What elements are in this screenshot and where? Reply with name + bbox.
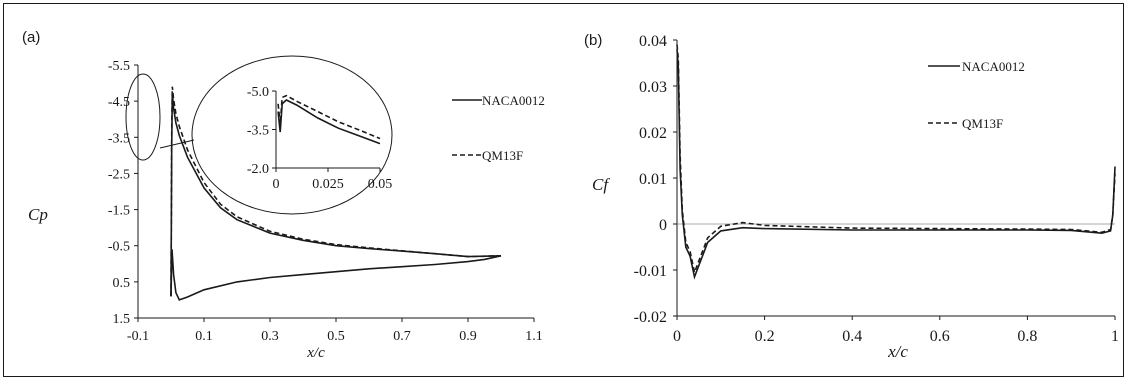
figure-frame [3, 3, 1124, 377]
panel-a-x-tick-label: 0.5 [327, 329, 345, 344]
panel-b-series-naca0012 [676, 49, 1116, 280]
panel-a-x-tick-label: 0.7 [393, 329, 411, 344]
panel-a-x-tick-label: 0.1 [195, 329, 213, 344]
panel-a-y-tick-label: 1.5 [113, 312, 131, 327]
legend-b-label-qm13f: QM13F [962, 116, 1003, 131]
legend-a-label-naca0012: NACA0012 [482, 93, 545, 108]
inset-y-tick-label: -3.5 [247, 124, 269, 139]
panel-a-y-tick-label: -0.5 [108, 240, 130, 255]
panel-a-spacer [452, 100, 494, 256]
inset-x-tick-label: 0 [273, 177, 280, 192]
panel-a-x-tick-label: -0.1 [127, 329, 149, 344]
inset-y-tick-label: -2.0 [247, 162, 269, 177]
panel-b-y-tick-label: 0.04 [639, 33, 667, 50]
inset-x-tick-label: 0.025 [312, 177, 344, 192]
panel-a-x-tick-label: 1.1 [525, 329, 543, 344]
inset-series-qm13f [277, 94, 381, 140]
panel-b-x-tick-label: 0.4 [842, 328, 862, 345]
panel-a-x-tick-label: 0.3 [261, 329, 279, 344]
panel-b-y-tick-label: 0.02 [639, 125, 667, 142]
panel-b-y-tick-label: 0.03 [639, 79, 667, 96]
panel-b-x-tick-label: 0.8 [1017, 328, 1037, 345]
panel-a-inset-ellipse [191, 55, 393, 215]
panel-b-x-tick-label: 1 [1111, 328, 1119, 345]
panel-a-y-tick-label: 0.5 [113, 276, 131, 291]
panel-b-xlabel: x/c [887, 342, 908, 361]
legend-a-label-qm13f: QM13F [482, 148, 523, 163]
panel-b-y-tick-label: -0.01 [634, 263, 667, 280]
panel-b-y-tick-label: 0 [659, 217, 667, 234]
panel-a-y-tick-label: -5.5 [108, 59, 130, 74]
panel-b-x-tick-label: 0.6 [930, 328, 950, 345]
panel-a-series-naca0012-lower [170, 249, 502, 301]
panel-a-y-tick-label: -2.5 [108, 167, 130, 182]
inset-y-tick-label: -5.0 [247, 85, 269, 100]
panel-a-x-tick-label: 0.9 [459, 329, 477, 344]
panel-b-label: (b) [584, 32, 602, 49]
panel-b-x-tick-label: 0.2 [755, 328, 775, 345]
inset-x-tick-label: 0.05 [368, 177, 393, 192]
inset-series-naca0012 [277, 99, 381, 145]
panel-a-label: (a) [22, 29, 40, 46]
panel-b-series-qm13f [676, 44, 1116, 276]
panel-a-series-naca0012-upper [170, 92, 502, 297]
panel-a-y-tick-label: -1.5 [108, 204, 130, 219]
panel-a-ylabel: Cp [28, 205, 48, 224]
panel-b-y-tick-label: -0.02 [634, 309, 667, 326]
panel-b-y-tick-label: 0.01 [639, 171, 667, 188]
panel-a-y-tick-label: -3.5 [108, 131, 130, 146]
panel-b-x-tick-label: 0 [673, 328, 681, 345]
panel-a-xlabel: x/c [306, 345, 325, 361]
panel-a-series-qm13f-upper [170, 86, 502, 297]
legend-b-label-naca0012: NACA0012 [962, 59, 1025, 74]
panel-b-ylabel: Cf [592, 175, 610, 194]
panel-a-inset-connector [159, 139, 195, 149]
panel-a-zoom-ellipse [125, 73, 161, 161]
panel-a-y-tick-label: -4.5 [108, 95, 130, 110]
